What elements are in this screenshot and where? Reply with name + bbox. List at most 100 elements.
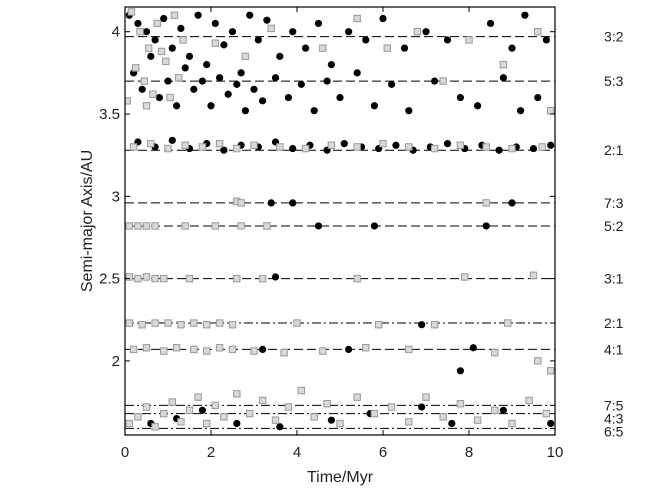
- resonance-label: 4:1: [604, 341, 624, 357]
- data-point-circle: [276, 52, 284, 60]
- data-point-circle: [314, 19, 323, 28]
- data-point-circle: [220, 146, 228, 154]
- data-point-circle: [327, 61, 335, 69]
- data-point-square: [529, 271, 538, 280]
- data-point-circle: [224, 90, 232, 98]
- data-point-circle: [198, 77, 206, 85]
- data-point-square: [175, 74, 183, 82]
- data-point-square: [164, 144, 172, 153]
- data-point-circle: [336, 93, 344, 102]
- data-point-square: [405, 143, 413, 151]
- data-point-square: [353, 143, 361, 151]
- data-point-circle: [469, 344, 477, 352]
- data-point-circle: [289, 144, 297, 153]
- data-point-circle: [190, 85, 198, 93]
- data-point-square: [168, 398, 177, 406]
- x-axis-title: Time/Myr: [307, 469, 374, 486]
- data-point-square: [491, 406, 499, 415]
- data-point-square: [241, 52, 250, 61]
- y-tick-label: 2: [112, 353, 120, 370]
- data-point-circle: [508, 199, 516, 207]
- x-tick-label: 10: [547, 444, 564, 461]
- data-point-circle: [207, 102, 215, 110]
- data-point-square: [166, 93, 174, 102]
- data-point-circle: [138, 85, 146, 93]
- data-point-square: [149, 90, 157, 98]
- data-point-circle: [542, 36, 551, 44]
- data-point-square: [284, 403, 293, 411]
- y-axis: 2 2.5 3 3.5 4: [99, 24, 555, 370]
- data-point-square: [250, 347, 258, 355]
- data-point-square: [336, 419, 344, 428]
- data-point-circle: [314, 222, 323, 230]
- data-point-square: [136, 27, 144, 36]
- data-point-square: [164, 319, 172, 327]
- x-axis: 0 2 4 6 8 10: [121, 7, 564, 461]
- data-point-circle: [529, 144, 538, 153]
- resonance-label: 2:1: [604, 142, 624, 158]
- data-point-square: [508, 419, 516, 428]
- data-point-square: [499, 60, 508, 69]
- data-point-square: [127, 8, 136, 16]
- data-point-square: [203, 419, 211, 428]
- data-point-square: [125, 419, 133, 428]
- data-point-square: [547, 107, 555, 115]
- data-point-square: [422, 393, 430, 401]
- data-point-circle: [177, 24, 185, 32]
- data-point-square: [194, 393, 202, 401]
- resonance-label: 2:1: [604, 315, 624, 331]
- data-point-square: [456, 141, 465, 149]
- data-point-circle: [289, 28, 297, 36]
- data-point-circle: [508, 44, 516, 52]
- data-point-square: [140, 77, 149, 85]
- data-point-square: [237, 222, 245, 230]
- data-point-square: [228, 345, 237, 354]
- data-point-square: [293, 319, 301, 327]
- data-point-circle: [134, 19, 142, 28]
- data-point-square: [413, 27, 422, 36]
- data-point-circle: [259, 97, 267, 105]
- data-point-square: [534, 27, 542, 36]
- data-point-square: [375, 321, 383, 329]
- data-point-circle: [160, 14, 168, 23]
- data-point-square: [534, 357, 542, 365]
- data-point-square: [301, 144, 310, 153]
- data-point-circle: [155, 93, 163, 102]
- data-point-circle: [259, 345, 267, 353]
- data-point-square: [258, 274, 267, 283]
- data-point-circle: [418, 321, 426, 329]
- data-point-circle: [392, 141, 400, 149]
- data-point-circle: [276, 423, 284, 431]
- data-point-circle: [547, 141, 555, 149]
- data-point-square: [456, 400, 465, 408]
- data-point-square: [362, 344, 370, 352]
- data-point-square: [430, 321, 439, 329]
- data-point-circle: [448, 419, 456, 428]
- data-point-square: [461, 273, 469, 281]
- data-points: [125, 8, 555, 431]
- data-point-square: [280, 348, 288, 357]
- data-point-circle: [241, 107, 249, 115]
- data-point-square: [147, 139, 155, 148]
- data-point-circle: [327, 416, 335, 424]
- data-point-circle: [142, 28, 151, 36]
- data-point-circle: [499, 406, 507, 414]
- data-point-square: [211, 222, 220, 230]
- data-point-square: [198, 143, 207, 151]
- data-point-circle: [486, 19, 495, 28]
- data-point-square: [379, 139, 387, 148]
- data-point-square: [319, 347, 327, 355]
- data-point-square: [258, 396, 267, 405]
- data-point-square: [233, 144, 241, 153]
- resonance-label: 3:2: [604, 29, 624, 45]
- data-point-square: [297, 386, 306, 395]
- data-point-circle: [345, 345, 353, 353]
- x-tick-label: 2: [207, 444, 215, 461]
- resonance-label: 7:5: [604, 397, 624, 413]
- data-point-square: [504, 319, 512, 327]
- data-point-square: [138, 321, 146, 329]
- data-point-square: [170, 11, 179, 19]
- data-point-square: [538, 143, 546, 151]
- data-point-square: [160, 347, 168, 355]
- data-point-circle: [310, 107, 318, 115]
